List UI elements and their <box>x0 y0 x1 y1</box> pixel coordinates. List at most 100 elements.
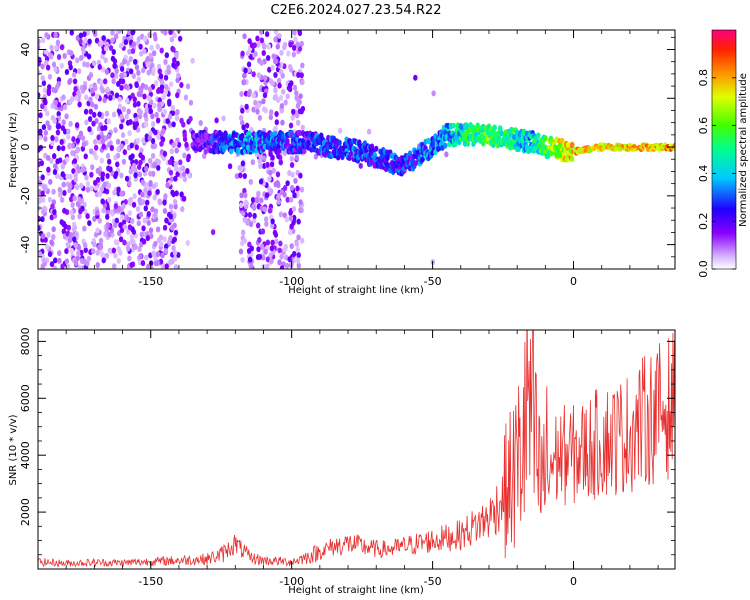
spectrogram-noise-cell <box>82 258 87 265</box>
spectrogram-noise-cell <box>300 62 305 69</box>
spectrogram-noise-cell <box>64 68 70 75</box>
spectrogram-noise-cell <box>69 209 74 216</box>
spectrogram-noise-cell <box>259 30 264 36</box>
spectrogram-noise-cell <box>135 40 141 47</box>
spectrogram-noise-cell <box>431 90 436 97</box>
spectrogram-noise-cell <box>142 217 147 224</box>
spectrogram-noise-cell <box>41 124 47 131</box>
spectrogram-noise-cell <box>85 30 91 36</box>
spectrogram-noise-cell <box>135 126 141 133</box>
spectrogram-noise-cell <box>165 182 170 189</box>
spectrogram-noise-cell <box>73 260 79 267</box>
spectrogram-noise-cell <box>72 224 78 231</box>
spectrogram-noise-cell <box>40 174 45 181</box>
spectrogram-noise-cell <box>53 99 58 106</box>
spectrogram-noise-cell <box>81 141 87 148</box>
spectrogram-noise-cell <box>128 199 133 206</box>
spectrogram-noise-cell <box>115 152 121 159</box>
spectrogram-noise-cell <box>101 207 106 214</box>
spectrogram-noise-cell <box>119 190 124 197</box>
spectrogram-noise-cell <box>111 49 116 56</box>
spectrogram-noise-cell <box>263 107 268 114</box>
spectrogram-noise-cell <box>120 132 126 139</box>
spectrogram-ridge-cell <box>452 141 458 148</box>
spectrogram-y-tick-label: 20 <box>19 91 32 105</box>
spectrogram-ridge-cell <box>369 143 375 150</box>
spectrogram-noise-cell <box>119 227 125 234</box>
spectrogram-noise-cell <box>100 171 106 178</box>
spectrogram-noise-cell <box>168 203 174 210</box>
spectrogram-noise-cell <box>74 122 80 129</box>
spectrogram-noise-cell <box>273 72 278 79</box>
spectrogram-noise-cell <box>181 121 186 128</box>
spectrogram-noise-cell <box>265 256 271 263</box>
spectrogram-noise-cell <box>110 30 115 36</box>
spectrogram-noise-cell <box>300 79 305 86</box>
spectrogram-noise-cell <box>40 103 45 110</box>
spectrogram-noise-cell <box>156 133 161 140</box>
spectrogram-noise-cell <box>80 135 86 142</box>
spectrogram-noise-cell <box>296 252 301 259</box>
spectrogram-x-tick-label: 0 <box>570 275 577 288</box>
spectrogram-noise-cell <box>52 169 58 176</box>
spectrogram-noise-cell <box>300 124 305 131</box>
spectrogram-noise-cell <box>68 64 73 71</box>
spectrogram-noise-cell <box>184 141 189 148</box>
spectrogram-noise-cell <box>60 163 65 170</box>
spectrogram-noise-cell <box>289 223 294 230</box>
spectrogram-noise-cell <box>100 125 105 132</box>
spectrogram-noise-cell <box>253 99 258 106</box>
spectrogram-noise-cell <box>269 258 274 265</box>
spectrogram-noise-cell <box>45 154 51 161</box>
spectrogram-noise-cell <box>145 61 150 68</box>
spectrogram-noise-cell <box>181 171 187 178</box>
spectrogram-noise-cell <box>238 172 243 179</box>
spectrogram-noise-cell <box>263 248 268 255</box>
spectrogram-noise-cell <box>51 188 56 195</box>
spectrogram-noise-cell <box>182 132 187 139</box>
spectrogram-noise-cell <box>444 151 449 158</box>
spectrogram-noise-cell <box>167 159 173 166</box>
spectrogram-noise-cell <box>113 127 118 134</box>
spectrogram-noise-cell <box>59 62 64 69</box>
spectrogram-noise-cell <box>50 134 55 141</box>
spectrogram-noise-cell <box>129 233 134 240</box>
spectrogram-noise-cell <box>188 99 194 106</box>
spectrogram-noise-cell <box>131 41 137 48</box>
spectrogram-noise-cell <box>160 30 165 34</box>
spectrogram-noise-cell <box>155 188 160 195</box>
spectrogram-noise-cell <box>294 90 299 97</box>
spectrogram-noise-cell <box>94 93 100 100</box>
spectrogram-noise-cell <box>119 72 124 79</box>
spectrogram-noise-cell <box>294 240 299 247</box>
spectrogram-noise-cell <box>185 83 191 90</box>
spectrogram-noise-cell <box>113 73 119 80</box>
spectrogram-noise-cell <box>283 243 288 250</box>
spectrogram-noise-cell <box>285 93 290 100</box>
spectrogram-ridge-cell <box>543 135 548 142</box>
spectrogram-noise-cell <box>139 147 144 154</box>
spectrogram-noise-cell <box>291 51 297 58</box>
spectrogram-noise-cell <box>214 117 219 124</box>
spectrogram-noise-cell <box>90 164 95 171</box>
spectrogram-noise-cell <box>287 229 293 236</box>
spectrogram-noise-cell <box>136 69 141 76</box>
spectrogram-x-tick-label: -50 <box>424 275 442 288</box>
spectrogram-noise-cell <box>256 102 261 109</box>
spectrogram-noise-cell <box>289 161 295 168</box>
spectrogram-noise-cell <box>60 125 66 132</box>
spectrogram-noise-cell <box>153 129 158 136</box>
spectrogram-noise-cell <box>160 252 165 259</box>
spectrogram-noise-cell <box>251 203 256 210</box>
spectrogram-noise-cell <box>270 64 275 71</box>
spectrogram-noise-cell <box>279 107 284 114</box>
spectrogram-noise-cell <box>267 175 272 182</box>
spectrogram-noise-cell <box>67 237 73 244</box>
spectrogram-noise-cell <box>262 92 268 99</box>
spectrogram-noise-cell <box>149 265 154 269</box>
spectrogram-noise-cell <box>259 37 265 44</box>
spectrogram-noise-cell <box>119 214 125 221</box>
spectrogram-noise-cell <box>173 203 178 210</box>
spectrogram-noise-cell <box>73 86 78 93</box>
spectrogram-noise-cell <box>75 137 80 144</box>
